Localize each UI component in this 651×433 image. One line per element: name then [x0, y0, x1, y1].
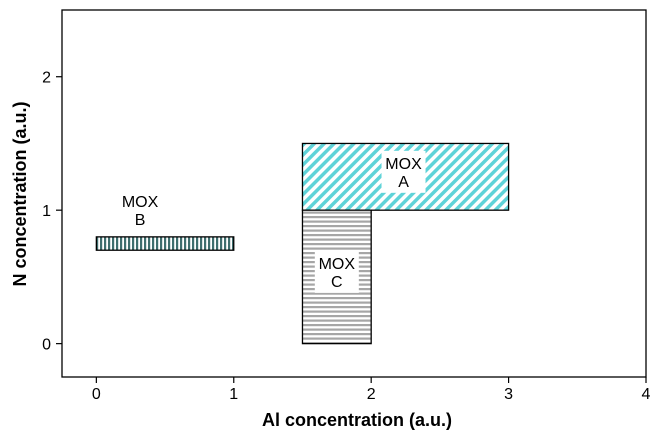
mox-c-label-bg	[314, 250, 359, 293]
mox-b-label: MOX	[122, 194, 159, 211]
x-tick-label: 2	[367, 386, 376, 403]
x-tick-label: 0	[92, 386, 101, 403]
mox-a-label-bg	[381, 150, 426, 193]
mox-b-label: B	[135, 212, 146, 229]
x-tick-label: 3	[504, 386, 513, 403]
mox-b-rect	[95, 236, 235, 251]
x-tick-label: 1	[229, 386, 238, 403]
mox-a-label: A	[398, 174, 409, 191]
x-axis-title: Al concentration (a.u.)	[262, 410, 452, 430]
y-tick-label: 2	[42, 70, 51, 87]
mox-c-label: C	[331, 274, 343, 291]
ticks-layer: 0 1 2 3 4 0 1 2	[42, 70, 650, 403]
mox-c-label: MOX	[319, 256, 356, 273]
y-tick-label: 0	[42, 337, 51, 354]
x-tick-label: 4	[642, 386, 651, 403]
y-axis-title: N concentration (a.u.)	[10, 101, 30, 286]
mox-a-label: MOX	[385, 156, 422, 173]
y-tick-label: 1	[42, 203, 51, 220]
